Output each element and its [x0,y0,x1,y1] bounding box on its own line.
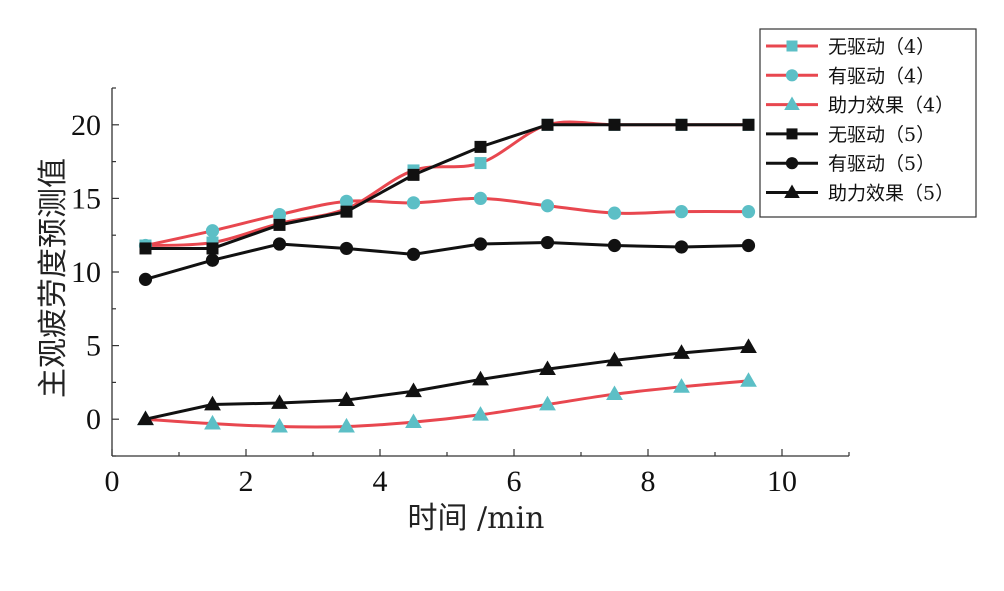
data-point [740,372,757,387]
data-point [473,237,488,251]
series-layer [137,118,757,433]
legend-label: 助力效果（4） [828,95,954,117]
data-point [406,247,421,261]
data-point [406,196,421,210]
data-point [673,344,690,359]
data-point [673,378,690,393]
y-tick-labels: 0 5 10 15 20 [71,109,101,436]
legend-marker [785,69,799,82]
legend-item: 无驱动（5） [766,124,935,146]
data-point [741,205,756,219]
series-line [144,196,750,248]
data-point [741,238,756,253]
data-point [608,118,621,131]
legend-box [759,28,977,218]
data-point [205,224,220,238]
data-point [405,413,422,429]
series-line [144,345,750,421]
legend-item: 无驱动（4） [766,36,935,58]
legend-label: 有驱动（4） [828,65,935,87]
data-point [541,118,554,131]
data-point [204,414,221,430]
data-point [742,118,755,131]
data-point [204,395,221,411]
series-line [144,241,750,281]
x-tick-label: 8 [641,465,656,498]
data-point [540,199,555,213]
x-tick-labels: 0 2 4 6 8 10 [105,465,798,498]
data-point [474,140,487,153]
data-point [405,382,422,398]
legend-label: 有驱动（5） [828,153,935,175]
y-tick-label: 15 [71,182,101,215]
y-tick-label: 10 [71,256,101,289]
series-group [139,118,755,255]
data-point [339,241,354,256]
data-point [740,338,757,353]
data-point [271,417,288,433]
legend-label: 助力效果（5） [828,183,954,205]
data-point [606,385,623,401]
data-point [607,206,622,220]
data-point [138,272,153,286]
axis-ticks [111,87,850,457]
data-point [338,391,355,406]
data-point [540,235,555,250]
legend-marker [786,40,798,52]
x-tick-label: 10 [767,465,797,498]
data-point [339,194,354,208]
legend-marker [784,184,800,198]
data-point [139,242,152,255]
data-point [675,118,688,131]
y-tick-label: 5 [86,330,101,363]
series-group [137,372,757,433]
legend-marker [786,128,798,140]
series-line [144,123,750,250]
data-point [472,406,489,421]
series-group [137,338,757,426]
x-tick-label: 2 [239,465,254,498]
legend-label: 无驱动（5） [828,124,935,146]
data-point [473,191,488,205]
x-tick-label: 6 [507,465,522,498]
data-point [407,168,420,181]
series-group [138,235,756,286]
series-line [144,120,750,248]
legend-item: 有驱动（4） [766,65,935,87]
data-point [272,237,287,251]
data-point [338,417,355,433]
legend: 无驱动（4） 有驱动（4） 助力效果（4） 无驱动（5） 有驱动（5） 助力效果（5） [759,28,977,218]
data-point [272,207,287,222]
legend-label: 无驱动（4） [828,36,935,58]
data-point [205,253,220,267]
legend-item: 有驱动（5） [766,153,935,175]
data-point [474,157,487,170]
series-group [139,118,755,252]
data-point [472,370,489,386]
data-point [539,360,556,376]
series-line [144,379,750,429]
data-point [674,240,689,254]
data-point [606,351,623,367]
y-tick-label: 0 [86,403,101,436]
y-tick-label: 20 [71,109,101,142]
data-point [137,410,154,426]
x-tick-label: 4 [373,465,388,498]
data-point [539,395,556,411]
legend-item: 助力效果（5） [766,183,954,205]
data-point [271,394,288,409]
data-point [674,205,689,219]
data-point [273,218,286,231]
y-axis-title: 主观疲劳度预测值 [36,158,71,398]
legend-marker [784,96,800,111]
data-point [607,238,622,253]
data-point [206,242,219,255]
legend-marker [785,157,799,170]
x-tick-label: 0 [105,465,120,498]
x-axis-title: 时间 /min [407,501,544,536]
data-point [340,205,353,218]
legend-item: 助力效果（4） [766,95,954,117]
